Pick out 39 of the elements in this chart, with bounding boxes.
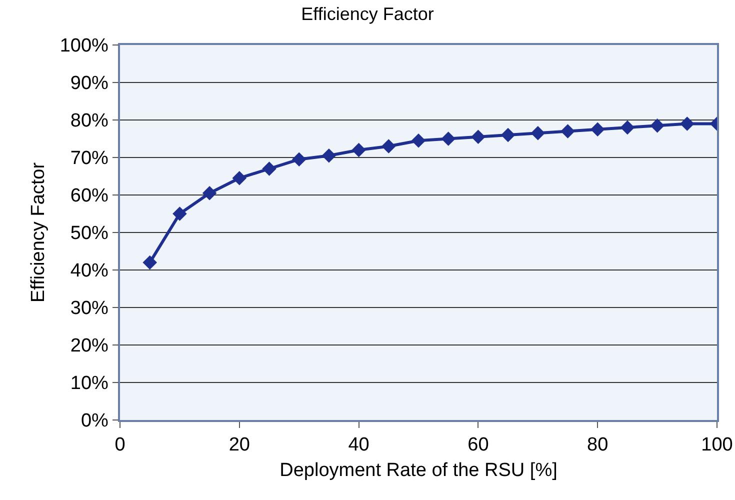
x-axis-title: Deployment Rate of the RSU [%] [280,460,558,481]
chart-title: Efficiency Factor [301,4,434,24]
y-tick-label: 20% [70,336,109,357]
point [142,255,157,270]
point [352,142,366,158]
x-tick-label: 40 [348,434,370,456]
point [232,170,247,186]
point [680,116,694,131]
y-axis-title: Efficiency Factor [28,162,50,303]
point [411,133,426,148]
point [292,152,306,167]
x-tick-label: 0 [114,434,126,456]
y-tick-label: 40% [70,260,109,282]
point [322,148,336,163]
x-tick-label: 80 [587,434,608,456]
point [500,128,516,142]
point [262,162,276,176]
x-tick-label: 20 [228,434,250,456]
y-tick-label: 100% [60,36,109,57]
point [202,186,217,200]
point [620,120,635,135]
x-tick-label: 60 [468,434,489,456]
x-tick-label: 100 [701,434,733,456]
y-tick-label: 60% [70,186,109,207]
point [560,124,575,138]
y-tick-label: 0% [80,410,109,432]
point [650,118,664,133]
y-tick-label: 30% [70,298,109,320]
point [441,132,456,146]
point [590,122,605,137]
point [471,130,486,144]
y-tick-label: 90% [70,73,109,94]
y-tick-label: 10% [70,373,109,394]
point [530,126,546,140]
point [382,139,396,154]
y-tick-label: 70% [70,148,109,170]
y-tick-label: 50% [70,223,109,244]
point [172,206,187,221]
y-tick-label: 80% [70,110,109,132]
